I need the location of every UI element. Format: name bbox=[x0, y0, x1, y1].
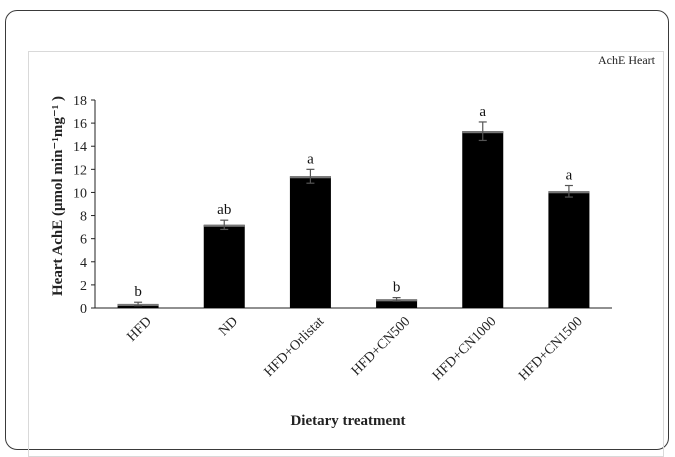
bar bbox=[289, 176, 331, 308]
significance-label: a bbox=[479, 104, 486, 120]
axes: 0 2 4 6 8 10 12 14 16 18 bbox=[73, 94, 612, 317]
significance-label: b bbox=[134, 284, 142, 300]
bar bbox=[462, 131, 504, 308]
y-axis-title: Heart AchE (μmol min⁻¹mg⁻¹ ) bbox=[50, 96, 66, 296]
significance-label: ab bbox=[217, 202, 231, 218]
x-tick-label: HFD+CN500 bbox=[349, 314, 414, 379]
y-tick-label: 4 bbox=[80, 256, 87, 271]
bars bbox=[117, 121, 590, 308]
y-tick-label: 18 bbox=[73, 94, 87, 109]
significance-label: b bbox=[393, 280, 401, 296]
bar bbox=[376, 299, 418, 308]
y-tick-label: 16 bbox=[73, 117, 87, 132]
bar bbox=[548, 191, 590, 308]
x-axis-title: Dietary treatment bbox=[290, 413, 405, 429]
significance-label: a bbox=[566, 168, 573, 184]
bar bbox=[203, 224, 245, 308]
x-tick-label: HFD+CN1000 bbox=[430, 314, 500, 384]
y-tick-label: 10 bbox=[73, 186, 87, 201]
y-tick-label: 14 bbox=[73, 140, 87, 155]
significance-label: a bbox=[307, 151, 314, 167]
y-tick-label: 0 bbox=[80, 302, 87, 317]
legend-label: AchE Heart bbox=[598, 53, 656, 67]
x-tick-label: HFD+Orlistat bbox=[262, 314, 328, 380]
x-tick-label: ND bbox=[216, 314, 241, 339]
y-tick-label: 12 bbox=[73, 163, 87, 178]
labels: b HFD ab ND a HFD+Orlistat b HFD+CN500 a HFD+CN10… bbox=[124, 104, 585, 384]
y-tick-label: 6 bbox=[80, 233, 87, 248]
y-tick-label: 8 bbox=[80, 210, 87, 225]
bar-chart: 0 2 4 6 8 10 12 14 16 18 b HFD ab ND a HFD+Orlistat b HF… bbox=[50, 53, 656, 429]
x-tick-label: HFD bbox=[124, 314, 154, 344]
y-tick-label: 2 bbox=[80, 279, 87, 294]
x-tick-label: HFD+CN1500 bbox=[516, 314, 586, 384]
